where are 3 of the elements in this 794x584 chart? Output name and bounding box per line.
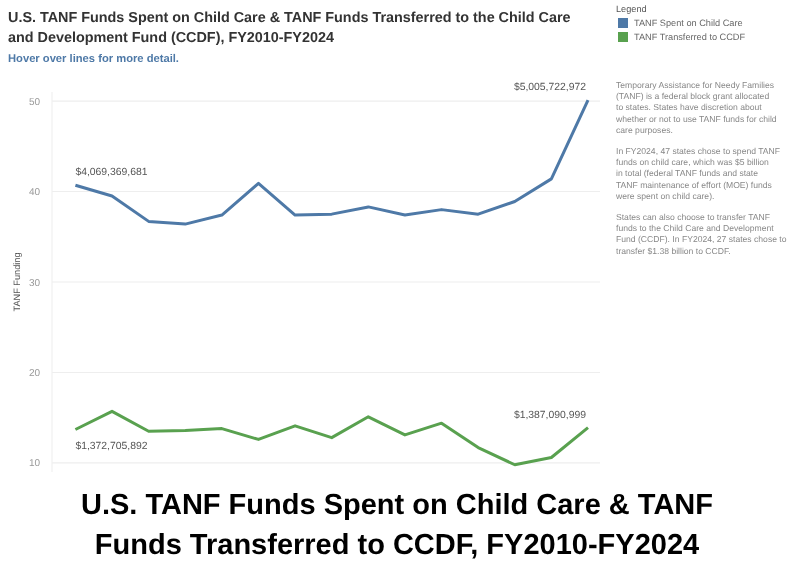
line-series — [73, 98, 590, 226]
line-series — [73, 409, 590, 467]
text: U.S. TANF Funds Spent on Child Care & TANF Funds Transferred to CCDF, FY2010-FY2024 — [80, 490, 714, 562]
